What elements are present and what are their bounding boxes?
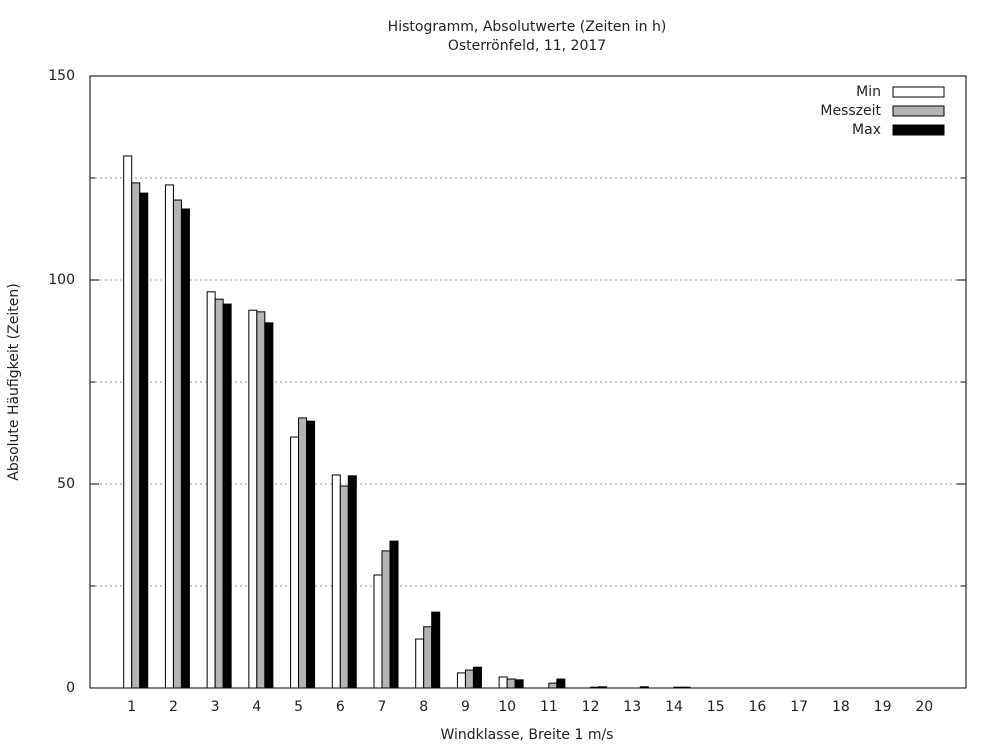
x-tick-label: 7 bbox=[378, 699, 387, 715]
bar bbox=[514, 679, 524, 689]
legend-label: Messzeit bbox=[820, 103, 881, 119]
y-axis-label: Absolute Häufigkeit (Zeiten) bbox=[6, 283, 22, 480]
bar bbox=[256, 311, 266, 689]
bar bbox=[123, 155, 133, 689]
x-tick-label: 19 bbox=[874, 699, 892, 715]
y-tick-label: 100 bbox=[48, 272, 75, 288]
chart-title: Histogramm, Absolutwerte (Zeiten in h) bbox=[388, 19, 667, 35]
x-tick-label: 6 bbox=[336, 699, 345, 715]
bar bbox=[548, 682, 558, 689]
bar bbox=[331, 474, 341, 689]
x-tick-label: 9 bbox=[461, 699, 470, 715]
bar bbox=[347, 475, 357, 689]
legend-swatch bbox=[892, 124, 945, 136]
bar bbox=[373, 574, 383, 689]
x-tick-label: 12 bbox=[582, 699, 600, 715]
bar bbox=[264, 322, 274, 689]
bar bbox=[131, 182, 141, 689]
x-tick-label: 16 bbox=[749, 699, 767, 715]
bar bbox=[339, 485, 349, 689]
bar bbox=[206, 291, 216, 689]
legend-swatch bbox=[892, 86, 945, 98]
legend-label: Min bbox=[856, 84, 881, 100]
bar bbox=[290, 436, 300, 689]
x-tick-label: 11 bbox=[540, 699, 558, 715]
bar bbox=[498, 676, 508, 689]
bar bbox=[431, 611, 441, 689]
x-tick-label: 13 bbox=[623, 699, 641, 715]
bar bbox=[464, 669, 474, 689]
x-tick-label: 15 bbox=[707, 699, 725, 715]
x-tick-label: 17 bbox=[790, 699, 808, 715]
y-tick-label: 0 bbox=[66, 680, 75, 696]
chart-subtitle: Osterrönfeld, 11, 2017 bbox=[448, 38, 606, 54]
y-tick-label: 50 bbox=[57, 476, 75, 492]
legend-label: Max bbox=[852, 122, 881, 138]
x-tick-label: 4 bbox=[252, 699, 261, 715]
x-tick-label: 2 bbox=[169, 699, 178, 715]
bar bbox=[556, 678, 566, 689]
bar bbox=[381, 550, 391, 689]
x-tick-label: 10 bbox=[498, 699, 516, 715]
legend-swatch bbox=[892, 105, 945, 117]
bar bbox=[248, 309, 258, 689]
bar bbox=[306, 420, 316, 689]
bar bbox=[472, 666, 482, 689]
bar bbox=[456, 672, 466, 689]
bar bbox=[180, 208, 190, 689]
x-tick-label: 14 bbox=[665, 699, 683, 715]
bar bbox=[506, 678, 516, 689]
x-tick-label: 3 bbox=[211, 699, 220, 715]
x-tick-label: 18 bbox=[832, 699, 850, 715]
x-tick-label: 5 bbox=[294, 699, 303, 715]
bar bbox=[415, 638, 425, 689]
bar bbox=[172, 199, 182, 689]
bar bbox=[164, 184, 174, 689]
x-axis-label: Windklasse, Breite 1 m/s bbox=[441, 727, 614, 743]
x-tick-label: 1 bbox=[127, 699, 136, 715]
bar bbox=[423, 626, 433, 689]
x-tick-label: 8 bbox=[419, 699, 428, 715]
bar bbox=[222, 303, 232, 689]
bar bbox=[298, 417, 308, 689]
bar bbox=[139, 192, 149, 689]
bar bbox=[214, 298, 224, 689]
plot-frame bbox=[89, 75, 967, 689]
y-tick-label: 150 bbox=[48, 68, 75, 84]
x-tick-label: 20 bbox=[915, 699, 933, 715]
bar bbox=[389, 540, 399, 689]
